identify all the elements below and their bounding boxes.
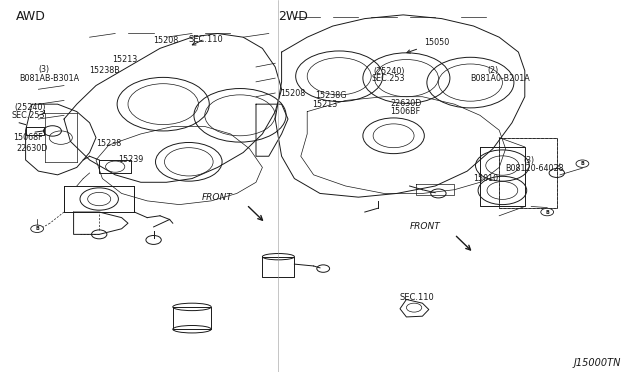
Text: (25240): (25240) bbox=[14, 103, 45, 112]
Text: (2): (2) bbox=[488, 66, 499, 75]
Text: 15213: 15213 bbox=[112, 55, 137, 64]
Text: FRONT: FRONT bbox=[410, 222, 440, 231]
Text: (3): (3) bbox=[38, 65, 49, 74]
Text: 22630D: 22630D bbox=[16, 144, 47, 153]
Text: 2WD: 2WD bbox=[278, 10, 308, 23]
Text: B081A0-B201A: B081A0-B201A bbox=[470, 74, 530, 83]
Text: 1506BF: 1506BF bbox=[390, 107, 420, 116]
Ellipse shape bbox=[173, 326, 211, 333]
Text: SEC.253: SEC.253 bbox=[371, 74, 404, 83]
Text: 15050: 15050 bbox=[424, 38, 449, 47]
Text: AWD: AWD bbox=[16, 10, 46, 23]
Text: B: B bbox=[580, 161, 584, 166]
Text: SEC.110: SEC.110 bbox=[189, 35, 223, 44]
Text: 15238B: 15238B bbox=[90, 66, 120, 75]
Text: 22630D: 22630D bbox=[390, 99, 422, 108]
Text: B081AB-B301A: B081AB-B301A bbox=[19, 74, 79, 83]
Text: 15208: 15208 bbox=[280, 89, 305, 98]
Text: 15238: 15238 bbox=[96, 139, 121, 148]
Text: SEC.253: SEC.253 bbox=[12, 111, 45, 120]
Circle shape bbox=[576, 160, 589, 167]
Text: B: B bbox=[545, 209, 549, 215]
Text: FRONT: FRONT bbox=[202, 193, 232, 202]
Text: (3): (3) bbox=[524, 156, 534, 165]
Circle shape bbox=[541, 208, 554, 216]
Text: 15213: 15213 bbox=[312, 100, 337, 109]
Text: (25240): (25240) bbox=[374, 67, 405, 76]
Text: 15208: 15208 bbox=[154, 36, 179, 45]
Text: J15000TN: J15000TN bbox=[573, 358, 621, 368]
Text: SEC.110: SEC.110 bbox=[400, 293, 435, 302]
Text: B08120-64028: B08120-64028 bbox=[506, 164, 564, 173]
Text: 15010: 15010 bbox=[474, 174, 499, 183]
Text: 15238G: 15238G bbox=[315, 92, 346, 100]
Circle shape bbox=[31, 225, 44, 232]
Text: 15068F: 15068F bbox=[13, 133, 42, 142]
Text: 15239: 15239 bbox=[118, 155, 144, 164]
Text: B: B bbox=[35, 226, 39, 231]
